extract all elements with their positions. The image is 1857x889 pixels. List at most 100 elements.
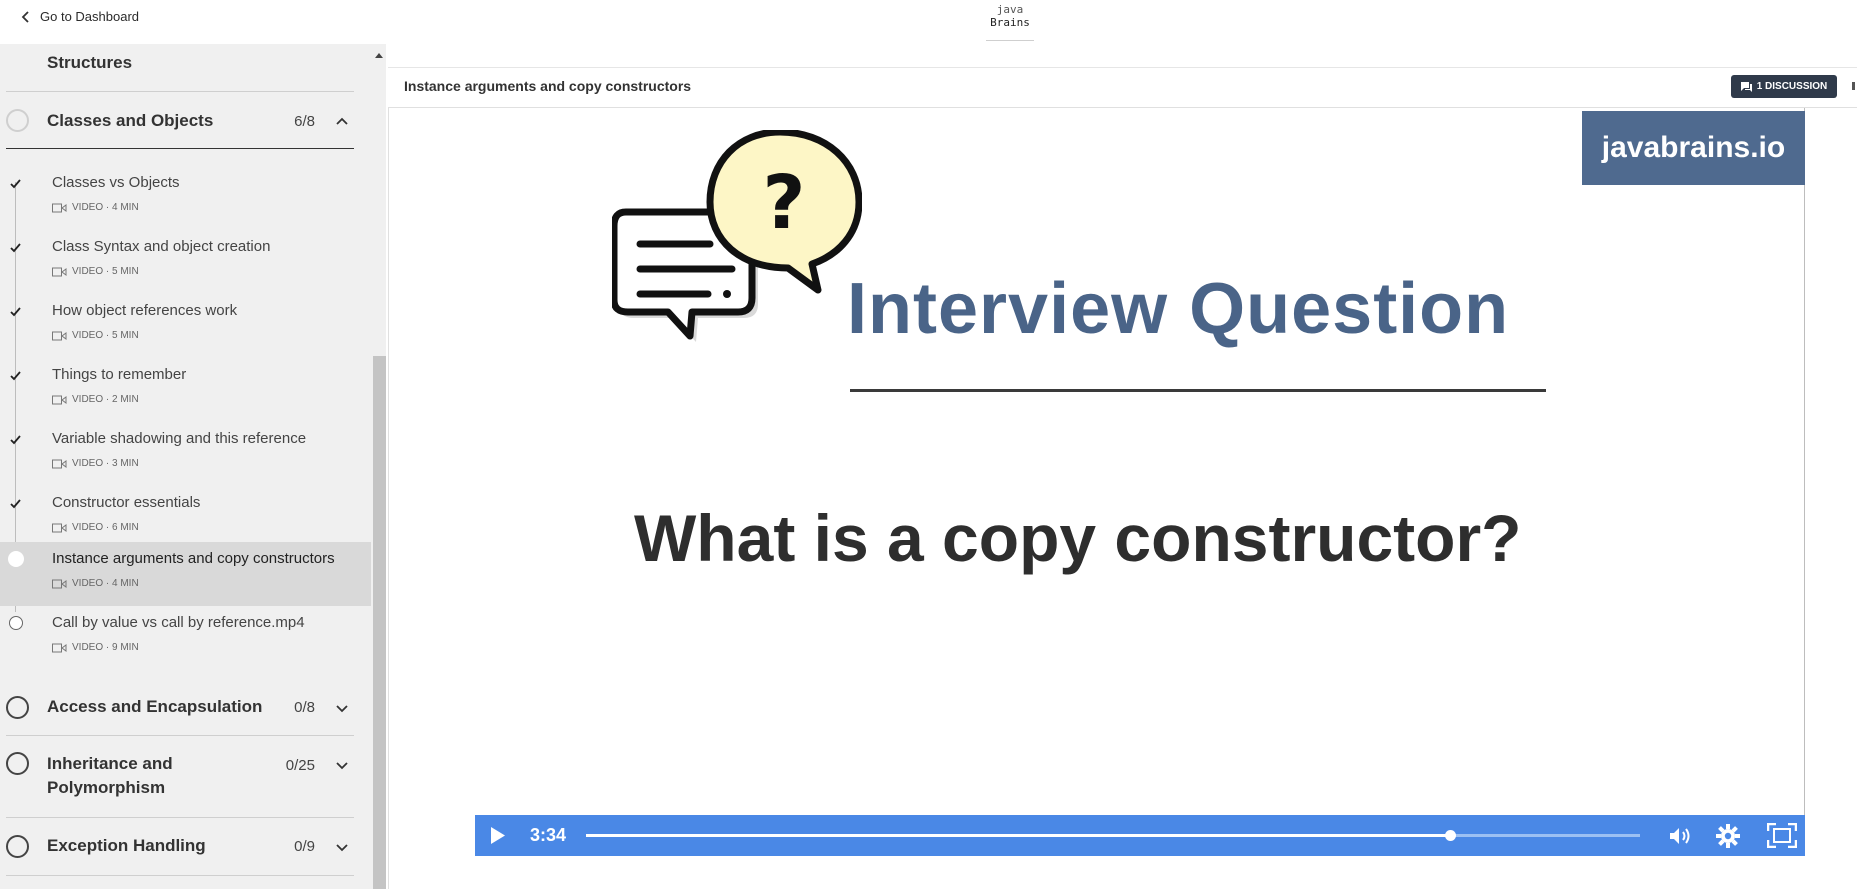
lesson-title: How object references work (52, 302, 238, 319)
video-progress-handle[interactable] (1445, 830, 1457, 841)
current-time: 3:34 (530, 825, 567, 845)
section-progress-icon (6, 109, 29, 132)
lesson-meta: VIDEO · 5 MIN (52, 266, 139, 277)
slide-question: What is a copy constructor? (634, 501, 1522, 575)
video-controls-bar: 3:34 (475, 815, 1805, 856)
section-inheritance-and-polymorphism[interactable]: Inheritance and Polymorphism 0/25 (0, 752, 355, 802)
section-title-line2: Polymorphism (47, 778, 166, 797)
chevron-down-icon[interactable] (335, 701, 349, 715)
video-camera-icon (52, 643, 67, 652)
lesson-meta: VIDEO · 3 MIN (52, 458, 139, 469)
section-divider (6, 91, 354, 92)
lesson-page-title: Instance arguments and copy constructors (404, 78, 692, 94)
section-progress-icon (6, 696, 29, 719)
discussion-label: 1 DISCUSSION (1756, 81, 1828, 92)
go-to-dashboard-label: Go to Dashboard (40, 9, 140, 24)
lesson-item[interactable]: Things to remember VIDEO · 2 MIN (0, 358, 371, 422)
video-camera-icon (52, 459, 67, 468)
lesson-title: Call by value vs call by reference.mp4 (52, 614, 305, 631)
chevron-down-icon[interactable] (335, 840, 349, 854)
check-icon (10, 435, 21, 445)
section-progress-icon (6, 835, 29, 858)
go-to-dashboard-link[interactable]: Go to Dashboard (20, 9, 139, 24)
video-progress-fill (586, 834, 1451, 837)
video-camera-icon (52, 203, 67, 212)
lesson-incomplete-icon (9, 616, 23, 630)
svg-text:?: ? (763, 160, 806, 246)
logo-line-brains: Brains (990, 16, 1030, 29)
section-divider (6, 735, 354, 736)
lesson-item[interactable]: Classes vs Objects VIDEO · 4 MIN (0, 166, 371, 230)
lesson-header (388, 67, 1857, 108)
lesson-title: Classes vs Objects (52, 174, 180, 191)
interview-question-illustration-icon: ? (612, 130, 862, 342)
discussion-button[interactable]: 1 DISCUSSION (1731, 75, 1837, 98)
volume-icon[interactable] (1668, 826, 1692, 846)
logo-line-java: java (996, 3, 1024, 16)
video-frame-edge (1804, 108, 1805, 856)
lesson-meta-text: VIDEO · 2 MIN (72, 394, 139, 405)
section-classes-and-objects[interactable]: Classes and Objects 6/8 (0, 106, 355, 144)
lesson-item[interactable]: Call by value vs call by reference.mp4 V… (0, 606, 371, 670)
video-player[interactable] (388, 108, 1805, 889)
lesson-meta: VIDEO · 5 MIN (52, 330, 139, 341)
section-title: Access and Encapsulation (47, 697, 263, 716)
lesson-title: Constructor essentials (52, 494, 201, 511)
section-divider (6, 817, 354, 818)
lesson-meta-text: VIDEO · 9 MIN (72, 642, 139, 653)
fullscreen-icon[interactable] (1767, 823, 1797, 848)
lesson-meta-text: VIDEO · 3 MIN (72, 458, 139, 469)
javabrains-brand-badge: javabrains.io (1582, 111, 1805, 185)
chevron-left-icon (21, 10, 29, 23)
section-title: Exception Handling (47, 836, 206, 855)
lesson-item[interactable]: Constructor essentials VIDEO · 6 MIN (0, 486, 371, 550)
sidebar-scrollbar-thumb[interactable] (373, 356, 386, 889)
lesson-meta: VIDEO · 6 MIN (52, 522, 139, 533)
video-camera-icon (52, 395, 67, 404)
lesson-meta-text: VIDEO · 5 MIN (72, 266, 139, 277)
section-count: 0/25 (285, 757, 315, 774)
lesson-item-active[interactable]: Instance arguments and copy constructors… (0, 542, 371, 606)
slide-heading: Interview Question (847, 269, 1510, 349)
current-lesson-indicator-icon (8, 551, 24, 567)
chevron-up-icon[interactable] (335, 114, 349, 128)
lesson-meta-text: VIDEO · 4 MIN (72, 202, 139, 213)
lesson-meta-text: VIDEO · 6 MIN (72, 522, 139, 533)
lesson-title: Class Syntax and object creation (52, 238, 271, 255)
section-progress-icon (6, 752, 29, 775)
section-divider-active (6, 148, 354, 149)
course-sidebar (0, 44, 386, 889)
section-exception-handling[interactable]: Exception Handling 0/9 (0, 834, 355, 864)
section-title-line1: Inheritance and (47, 754, 173, 773)
previous-section-title[interactable]: Structures (47, 53, 133, 72)
slide-divider (850, 389, 1546, 392)
lesson-item[interactable]: Class Syntax and object creation VIDEO ·… (0, 230, 371, 294)
lesson-title: Things to remember (52, 366, 187, 383)
lesson-title: Variable shadowing and this reference (52, 430, 307, 447)
section-divider (6, 875, 354, 876)
section-count: 0/8 (294, 699, 315, 716)
lesson-meta-text: VIDEO · 4 MIN (72, 578, 139, 589)
lesson-meta: VIDEO · 4 MIN (52, 202, 139, 213)
comment-icon (1740, 81, 1752, 92)
video-progress-bar[interactable] (586, 830, 1640, 841)
play-icon[interactable] (490, 826, 506, 845)
video-camera-icon (52, 331, 67, 340)
section-access-and-encapsulation[interactable]: Access and Encapsulation 0/8 (0, 693, 355, 723)
chevron-down-icon[interactable] (335, 758, 349, 772)
lesson-meta: VIDEO · 4 MIN (52, 578, 139, 589)
scroll-up-arrow-icon[interactable] (375, 53, 383, 58)
section-title: Classes and Objects (47, 111, 214, 130)
lesson-item[interactable]: How object references work VIDEO · 5 MIN (0, 294, 371, 358)
video-camera-icon (52, 267, 67, 276)
check-icon (10, 307, 21, 317)
top-bar: Go to Dashboard java Brains (0, 0, 1857, 44)
java-brains-logo[interactable]: java Brains (986, 0, 1034, 41)
panel-edge-handle[interactable] (1852, 82, 1855, 90)
check-icon (10, 499, 21, 509)
check-icon (10, 243, 21, 253)
video-camera-icon (52, 579, 67, 588)
lesson-meta: VIDEO · 2 MIN (52, 394, 139, 405)
lesson-item[interactable]: Variable shadowing and this reference VI… (0, 422, 371, 486)
settings-gear-icon[interactable] (1716, 824, 1740, 848)
